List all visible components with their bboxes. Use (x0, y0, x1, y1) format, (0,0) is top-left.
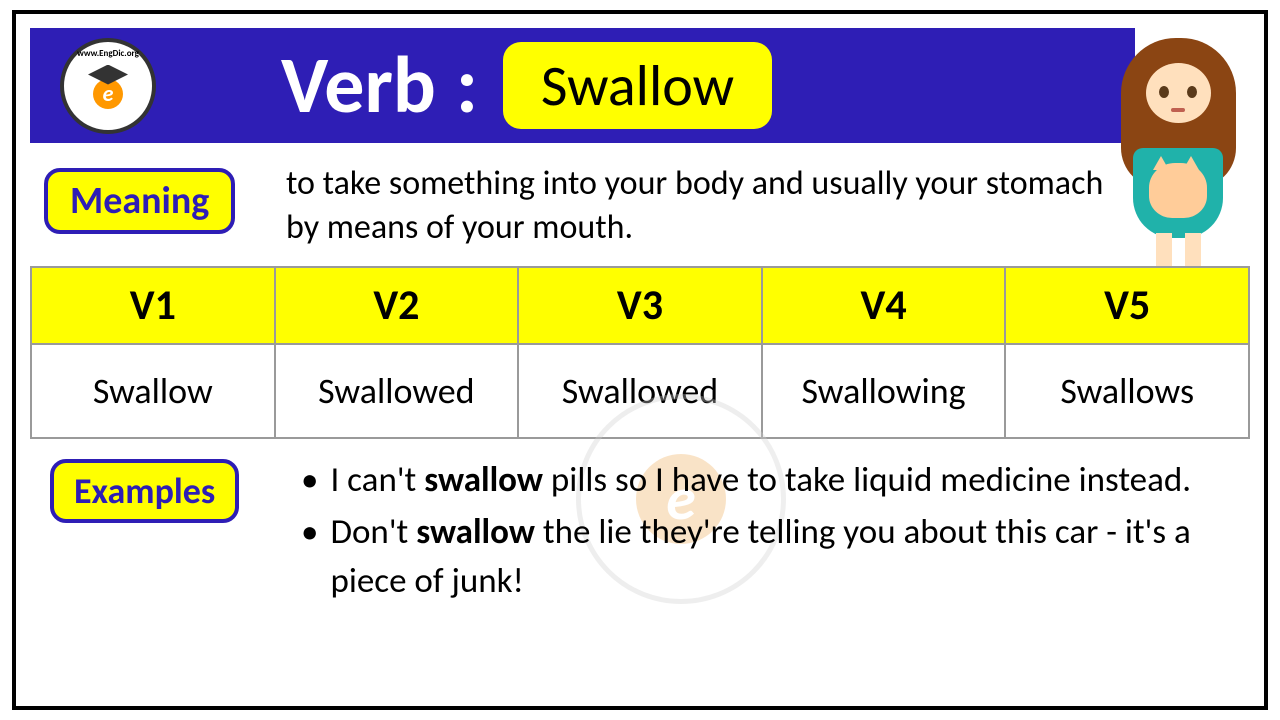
logo-badge: www.EngDic.org e (60, 38, 156, 134)
card-frame: www.EngDic.org e Verb : Swallow Meaning … (12, 10, 1268, 710)
meaning-text: to take something into your body and usu… (286, 162, 1116, 250)
example-pre: I can't (330, 459, 424, 501)
col-v4: V4 (762, 267, 1006, 344)
example-text: I can't swallow pills so I have to take … (330, 456, 1191, 506)
header-bar: www.EngDic.org e Verb : Swallow (30, 28, 1135, 143)
bullet-icon: • (301, 508, 318, 607)
graduation-cap-icon (88, 65, 128, 85)
example-item: • I can't swallow pills so I have to tak… (301, 456, 1241, 506)
example-text: Don't swallow the lie they're telling yo… (330, 508, 1241, 607)
cell-v3: Swallowed (518, 344, 762, 438)
example-bold: swallow (416, 511, 535, 553)
example-pre: Don't (330, 511, 416, 553)
col-v5: V5 (1005, 267, 1249, 344)
table-header-row: V1 V2 V3 V4 V5 (31, 267, 1249, 344)
cell-v2: Swallowed (275, 344, 519, 438)
verb-forms-table: V1 V2 V3 V4 V5 Swallow Swallowed Swallow… (30, 266, 1250, 439)
meaning-badge: Meaning (44, 168, 235, 234)
verb-word: Swallow (503, 42, 772, 129)
example-bold: swallow (424, 459, 543, 501)
table-row: Swallow Swallowed Swallowed Swallowing S… (31, 344, 1249, 438)
col-v3: V3 (518, 267, 762, 344)
cell-v5: Swallows (1005, 344, 1249, 438)
cell-v1: Swallow (31, 344, 275, 438)
logo-url-text: www.EngDic.org (77, 48, 139, 59)
example-item: • Don't swallow the lie they're telling … (301, 508, 1241, 607)
girl-cat-illustration (1111, 28, 1246, 298)
verb-label: Verb (281, 37, 436, 134)
bullet-icon: • (301, 456, 318, 506)
examples-list: • I can't swallow pills so I have to tak… (301, 456, 1241, 609)
verb-colon: : (456, 37, 478, 134)
col-v1: V1 (31, 267, 275, 344)
col-v2: V2 (275, 267, 519, 344)
cell-v4: Swallowing (762, 344, 1006, 438)
examples-badge: Examples (50, 459, 239, 523)
example-post: pills so I have to take liquid medicine … (543, 459, 1191, 501)
